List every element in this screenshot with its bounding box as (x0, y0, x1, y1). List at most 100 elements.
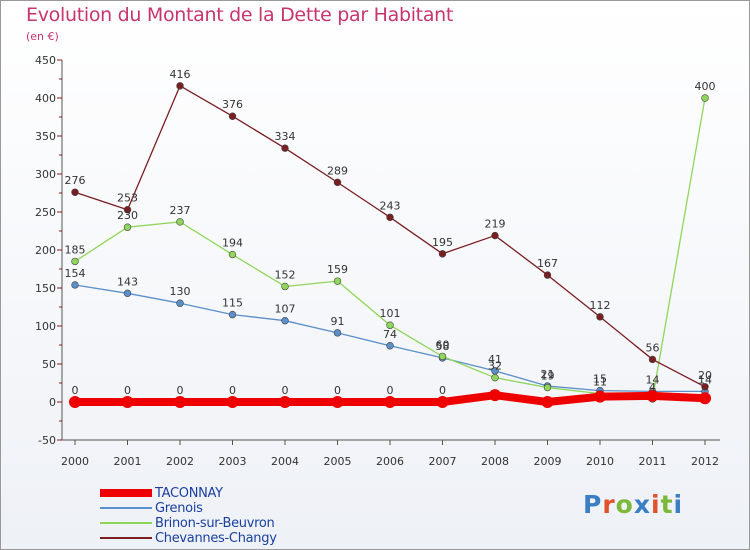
x-tick-label: 2005 (324, 455, 352, 468)
data-label: 0 (177, 384, 184, 397)
data-point (226, 396, 239, 408)
data-label: 19 (541, 370, 555, 383)
legend-swatch (100, 522, 152, 524)
data-label: 58 (436, 340, 450, 353)
data-label: 334 (275, 130, 296, 143)
data-label: 376 (222, 98, 243, 111)
x-tick-label: 2001 (114, 455, 142, 468)
data-label: 112 (590, 299, 611, 312)
logo-letter: o (615, 490, 634, 519)
chart-title: Evolution du Montant de la Dette par Hab… (26, 4, 454, 26)
y-tick-label: 300 (35, 168, 56, 181)
y-tick-label: 400 (35, 92, 56, 105)
data-point (386, 213, 394, 222)
y-tick-label: 0 (49, 396, 56, 409)
data-label: 130 (170, 285, 191, 298)
data-label: 20 (698, 369, 712, 382)
logo-letter: P (583, 490, 603, 519)
data-point (174, 396, 186, 408)
data-point (281, 144, 289, 152)
data-label: 400 (695, 80, 716, 93)
data-point (543, 383, 552, 392)
data-point (386, 342, 394, 350)
data-point (489, 389, 501, 402)
data-point (333, 178, 342, 187)
data-label: 60 (436, 338, 450, 351)
data-label: 4 (649, 381, 656, 394)
legend-swatch (100, 507, 152, 509)
data-label: 194 (222, 237, 243, 250)
data-label: 185 (65, 243, 86, 256)
chart-unit: (en €) (26, 30, 59, 43)
data-point (648, 355, 657, 364)
x-tick-label: 2004 (271, 455, 299, 468)
proxiti-logo: Proxiti (583, 490, 683, 519)
x-tick-label: 2011 (639, 455, 667, 468)
data-label: 0 (387, 384, 394, 397)
data-label: 167 (537, 257, 558, 270)
x-tick-label: 2006 (376, 455, 404, 468)
data-point (279, 396, 291, 408)
data-label: 276 (65, 174, 86, 187)
data-point (228, 250, 237, 259)
data-label: 230 (117, 209, 138, 222)
data-point (228, 112, 237, 120)
data-label: 56 (646, 341, 660, 354)
legend-swatch (100, 537, 152, 539)
data-label: 14 (646, 373, 660, 386)
data-point (491, 231, 499, 240)
data-label: 289 (327, 164, 348, 177)
data-point (69, 396, 81, 408)
data-point (123, 223, 132, 231)
data-point (646, 389, 659, 402)
data-label: 14 (698, 373, 712, 386)
data-point (386, 321, 394, 329)
data-label: 152 (275, 268, 296, 281)
data-label: 0 (124, 384, 131, 397)
data-point (701, 94, 709, 102)
data-point (71, 188, 79, 196)
data-label: 243 (380, 199, 401, 212)
x-tick-label: 2007 (429, 455, 457, 468)
data-label: 253 (117, 192, 138, 205)
data-label: 416 (170, 68, 191, 81)
legend-swatch (100, 489, 152, 497)
logo-letter: x (633, 490, 651, 519)
data-label: 41 (488, 353, 502, 366)
data-label: 219 (485, 218, 506, 231)
data-label: 143 (117, 275, 138, 288)
x-tick-label: 2000 (61, 455, 89, 468)
y-tick-label: 250 (35, 206, 56, 219)
data-label: 32 (488, 360, 502, 373)
legend-label: Chevannes-Changy (155, 531, 277, 546)
data-point (123, 289, 132, 298)
legend-label: TACONNAY (155, 486, 223, 501)
logo-letter: t (660, 490, 674, 519)
data-label: 91 (331, 315, 345, 328)
data-point (701, 383, 709, 391)
data-label: 101 (380, 307, 401, 320)
data-point (331, 396, 344, 408)
data-point (71, 281, 79, 289)
data-point (333, 329, 342, 337)
x-tick-label: 2002 (166, 455, 194, 468)
data-point (228, 310, 237, 319)
data-label: 74 (383, 328, 397, 341)
data-point (176, 299, 184, 307)
series-line-chevannes-changy (74, 85, 706, 388)
data-label: 237 (170, 204, 191, 217)
data-label: 115 (222, 297, 243, 310)
y-tick-label: 150 (35, 282, 56, 295)
y-tick-label: 350 (35, 130, 56, 143)
data-label: 11 (593, 376, 607, 389)
y-tick-label: 50 (42, 358, 56, 371)
x-tick-label: 2012 (691, 455, 719, 468)
x-tick-label: 2009 (534, 455, 562, 468)
data-label: 107 (275, 303, 296, 316)
data-point (699, 392, 711, 405)
y-tick-label: 450 (35, 54, 56, 67)
data-label: 21 (541, 368, 555, 381)
series-line-brinon-sur-beuvron (74, 97, 706, 400)
